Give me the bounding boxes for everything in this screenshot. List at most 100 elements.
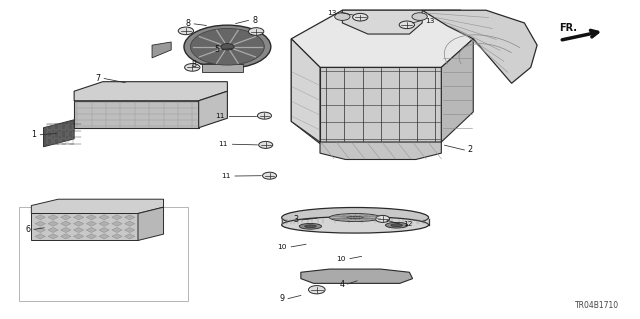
- Ellipse shape: [391, 224, 403, 226]
- Polygon shape: [86, 227, 97, 233]
- Bar: [47, 138, 52, 144]
- Bar: [61, 124, 67, 130]
- Polygon shape: [291, 39, 320, 142]
- Polygon shape: [61, 234, 71, 239]
- Polygon shape: [61, 227, 71, 233]
- Polygon shape: [291, 39, 320, 144]
- Polygon shape: [86, 221, 97, 226]
- Polygon shape: [112, 227, 122, 233]
- Polygon shape: [35, 215, 45, 220]
- Ellipse shape: [305, 225, 316, 228]
- Polygon shape: [74, 227, 84, 233]
- Text: 9: 9: [279, 294, 284, 303]
- Text: 6: 6: [25, 225, 30, 234]
- Polygon shape: [61, 221, 71, 226]
- Circle shape: [399, 21, 415, 29]
- Polygon shape: [74, 82, 227, 101]
- Polygon shape: [35, 227, 45, 233]
- Polygon shape: [86, 215, 97, 220]
- Text: 13: 13: [327, 10, 336, 16]
- Circle shape: [184, 25, 271, 68]
- Polygon shape: [291, 10, 473, 67]
- Polygon shape: [125, 227, 135, 233]
- Polygon shape: [442, 39, 473, 142]
- Text: 2: 2: [467, 145, 472, 154]
- Bar: [68, 131, 74, 137]
- Polygon shape: [99, 215, 109, 220]
- Text: 8: 8: [186, 19, 190, 28]
- Polygon shape: [99, 227, 109, 233]
- Polygon shape: [342, 10, 422, 34]
- Text: 13: 13: [425, 18, 435, 24]
- Polygon shape: [125, 221, 135, 226]
- Polygon shape: [44, 120, 74, 147]
- Polygon shape: [86, 234, 97, 239]
- Ellipse shape: [282, 207, 429, 227]
- Ellipse shape: [347, 216, 364, 219]
- Circle shape: [184, 63, 200, 71]
- Circle shape: [248, 28, 264, 35]
- Polygon shape: [301, 269, 413, 283]
- Bar: [54, 131, 60, 137]
- Polygon shape: [74, 101, 198, 128]
- Polygon shape: [152, 42, 172, 58]
- Polygon shape: [320, 67, 442, 142]
- Circle shape: [412, 13, 428, 20]
- Polygon shape: [74, 215, 84, 220]
- Circle shape: [178, 27, 193, 35]
- Text: 10: 10: [336, 256, 345, 262]
- Polygon shape: [48, 215, 58, 220]
- Circle shape: [257, 112, 271, 119]
- Polygon shape: [61, 215, 71, 220]
- Text: 4: 4: [339, 279, 344, 288]
- Circle shape: [308, 286, 325, 294]
- Circle shape: [353, 13, 368, 21]
- Circle shape: [221, 43, 234, 50]
- Bar: [47, 124, 52, 130]
- Polygon shape: [125, 215, 135, 220]
- Polygon shape: [112, 221, 122, 226]
- Text: 1: 1: [31, 130, 36, 139]
- Polygon shape: [31, 213, 138, 241]
- Polygon shape: [320, 142, 442, 160]
- Polygon shape: [125, 234, 135, 239]
- Polygon shape: [35, 234, 45, 239]
- Circle shape: [262, 172, 276, 179]
- Text: TR04B1710: TR04B1710: [575, 301, 619, 310]
- Text: 11: 11: [218, 141, 228, 147]
- Polygon shape: [112, 215, 122, 220]
- Circle shape: [259, 141, 273, 148]
- Polygon shape: [74, 221, 84, 226]
- Polygon shape: [74, 234, 84, 239]
- Bar: [47, 131, 52, 137]
- Polygon shape: [48, 234, 58, 239]
- Ellipse shape: [282, 217, 429, 233]
- Polygon shape: [99, 221, 109, 226]
- Polygon shape: [112, 234, 122, 239]
- Text: 8: 8: [252, 16, 257, 25]
- Text: 3: 3: [294, 215, 299, 224]
- Ellipse shape: [300, 223, 321, 229]
- Polygon shape: [99, 234, 109, 239]
- Polygon shape: [422, 10, 537, 83]
- Text: 10: 10: [277, 244, 287, 250]
- Bar: [19, 207, 188, 301]
- Polygon shape: [31, 199, 164, 213]
- Bar: [54, 138, 60, 144]
- Polygon shape: [35, 221, 45, 226]
- Text: 11: 11: [221, 173, 230, 179]
- Bar: [54, 124, 60, 130]
- Circle shape: [191, 28, 264, 65]
- Circle shape: [376, 215, 390, 222]
- Ellipse shape: [385, 222, 408, 228]
- Circle shape: [335, 13, 350, 20]
- Bar: [68, 124, 74, 130]
- Ellipse shape: [330, 213, 381, 222]
- Polygon shape: [198, 91, 227, 128]
- Text: 8: 8: [192, 60, 196, 69]
- Polygon shape: [202, 63, 243, 71]
- Polygon shape: [48, 227, 58, 233]
- Polygon shape: [138, 207, 164, 241]
- Bar: [68, 138, 74, 144]
- Text: 5: 5: [214, 45, 219, 54]
